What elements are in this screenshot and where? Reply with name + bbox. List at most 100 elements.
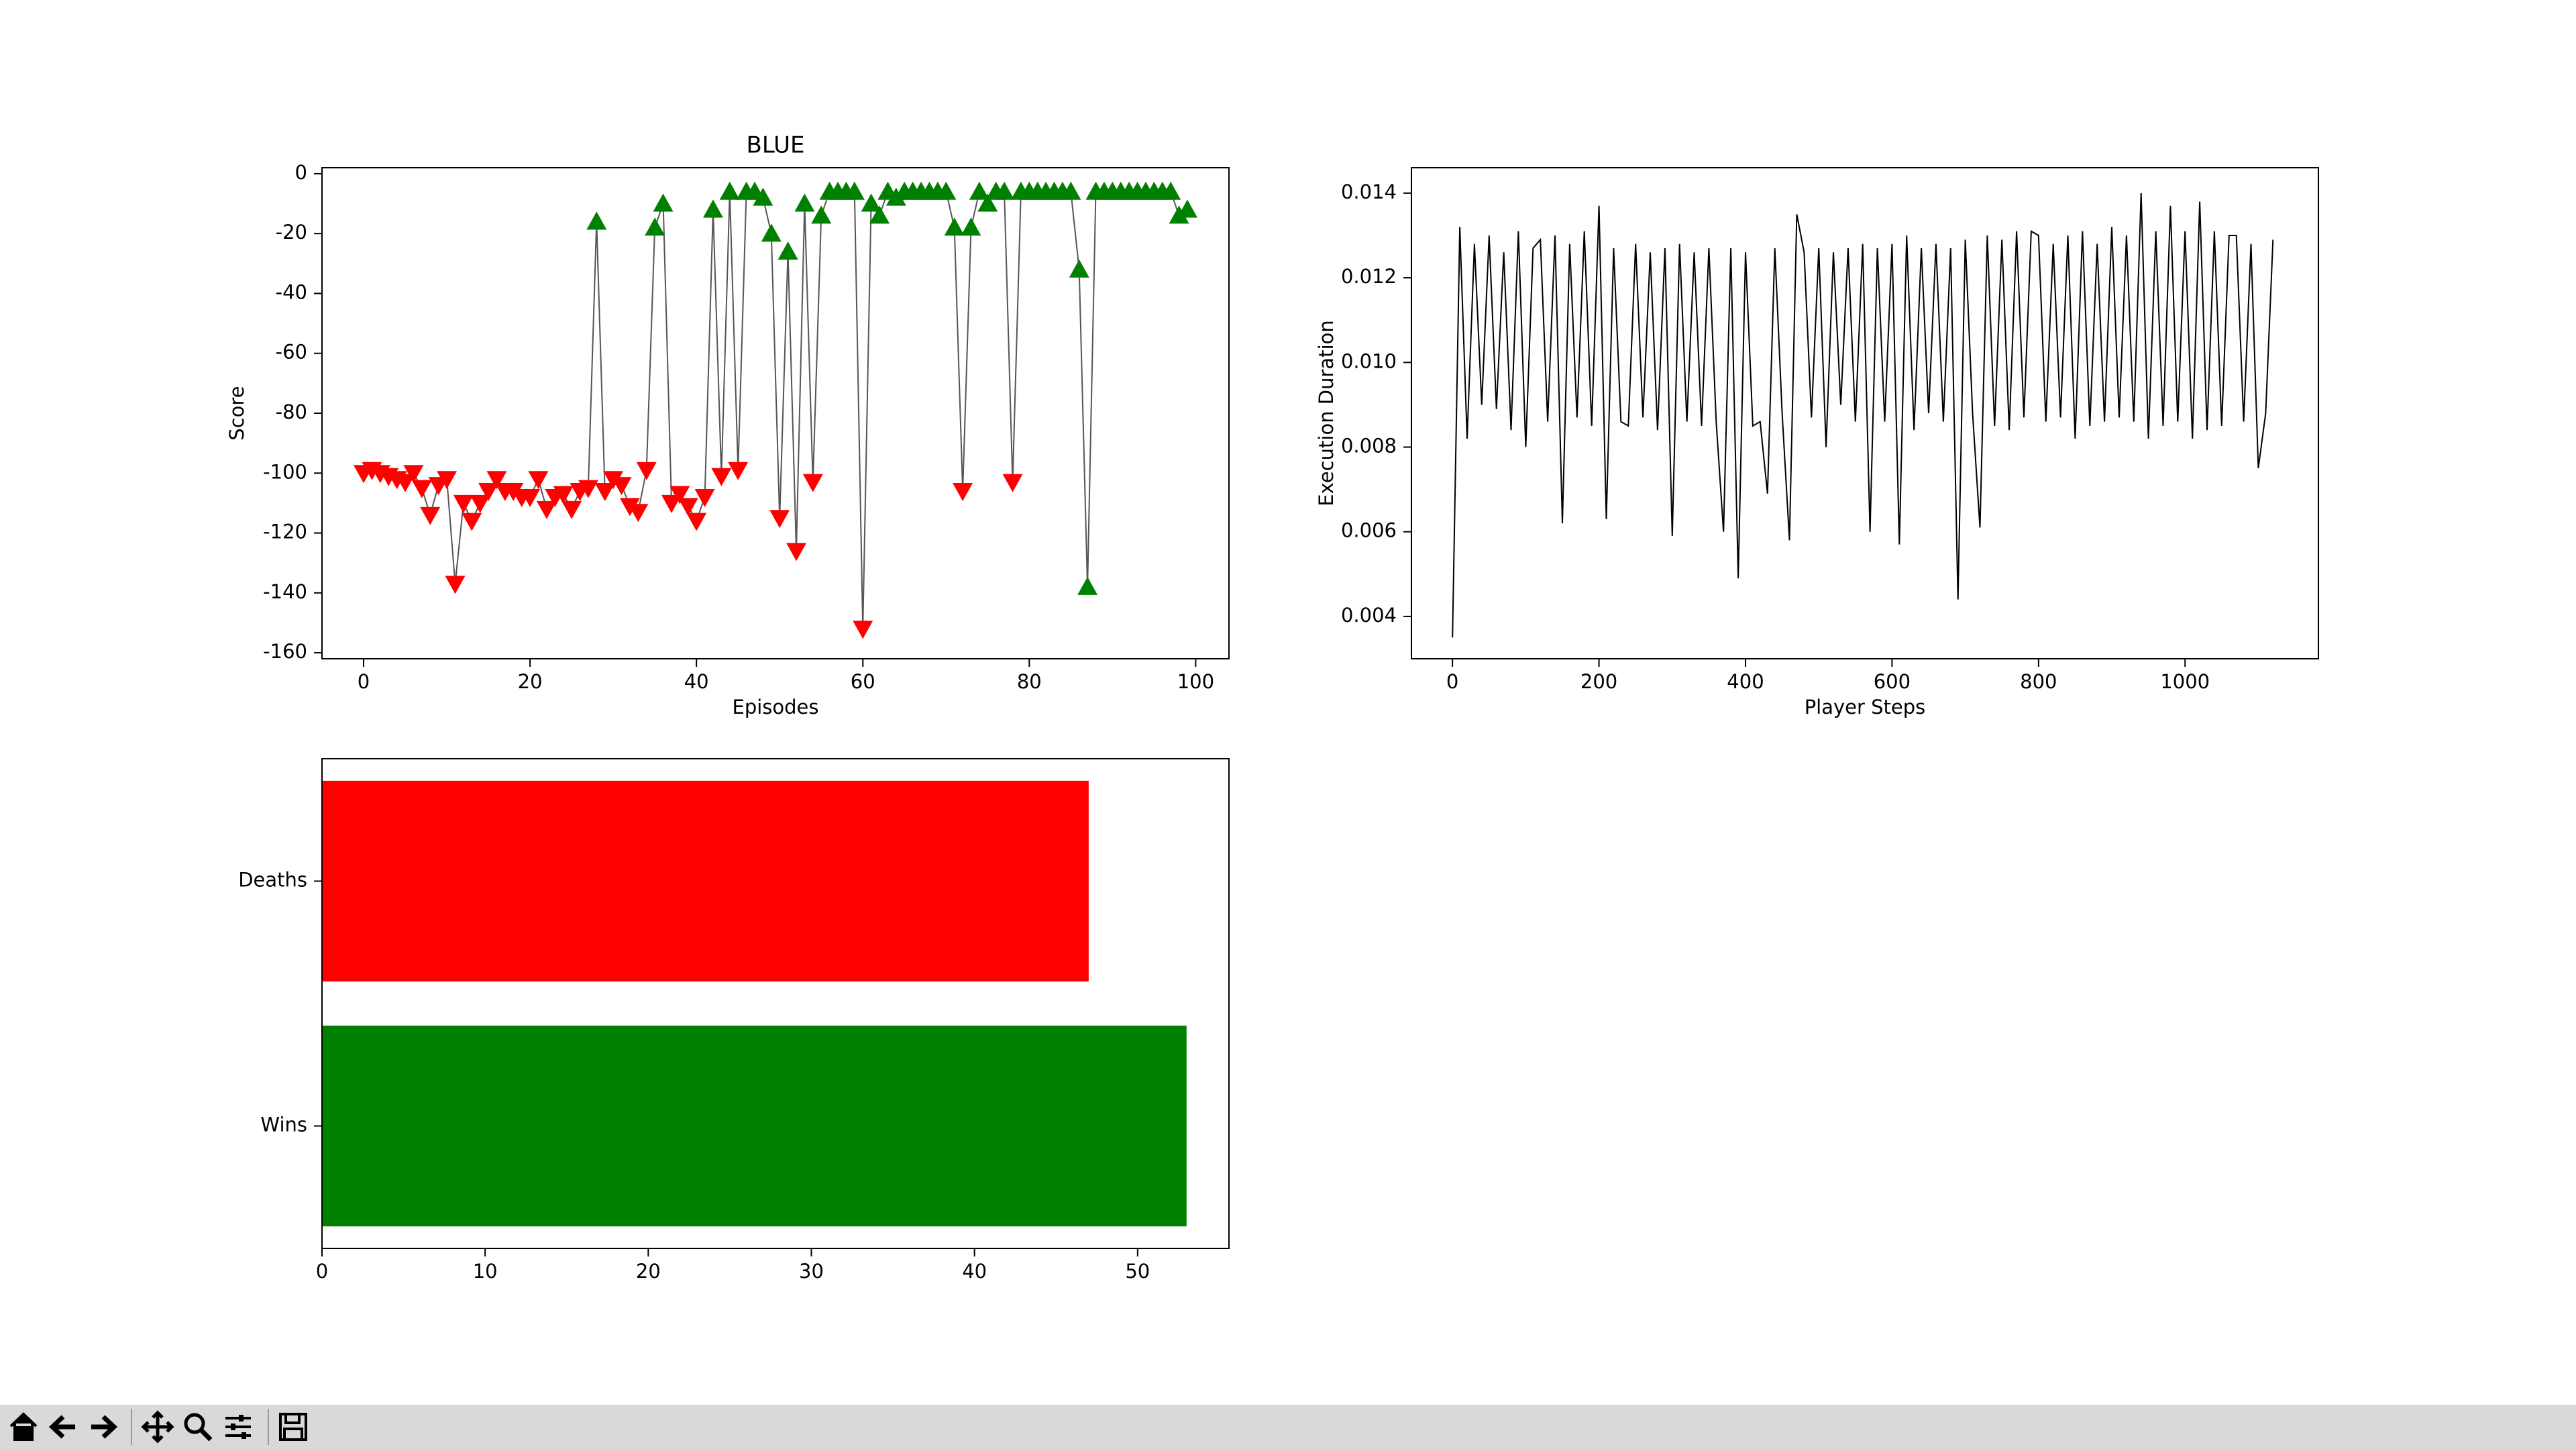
y-tick-label: 0.010 [1341,350,1397,372]
point-marker [462,513,482,531]
axes-frame [1411,167,2319,659]
point-marker [936,181,957,200]
point-marker [769,510,790,529]
point-marker [944,217,965,236]
y-tick-label: -20 [276,221,307,244]
point-marker [1069,259,1089,278]
bar [322,1025,1187,1227]
y-tick-label: 0.012 [1341,265,1397,288]
x-tick-label: 30 [799,1260,824,1283]
point-marker [869,205,890,224]
point-marker [1077,576,1098,595]
y-tick-label: -80 [276,400,307,423]
y-tick-label: -120 [263,521,307,543]
y-tick-label: -160 [263,640,307,663]
forward-button[interactable] [91,1415,118,1439]
home-button[interactable] [9,1412,38,1441]
point-marker [953,483,973,502]
x-tick-label: 20 [518,670,543,693]
y-tick-label: 0.008 [1341,434,1397,457]
point-marker [403,465,424,484]
point-marker [395,474,416,492]
point-marker [1177,199,1197,218]
point-marker [678,498,698,517]
point-marker [470,494,490,513]
y-tick-label: -140 [263,580,307,603]
x-axis-label: Episodes [733,696,819,718]
point-marker [994,181,1015,200]
x-tick-label: 50 [1125,1260,1150,1283]
axes-frame [321,758,1230,1249]
y-tick-label: 0.004 [1341,604,1397,627]
point-marker [645,217,665,236]
point-marker [586,211,607,230]
y-axis-label: Execution Duration [1315,320,1338,506]
y-tick-label: Deaths [238,869,307,892]
point-marker [728,462,749,480]
point-marker [420,506,441,525]
x-tick-label: 0 [316,1260,328,1283]
point-marker [686,513,707,531]
point-marker [1161,181,1181,200]
back-button[interactable] [48,1415,75,1439]
point-marker [711,468,732,486]
point-marker [445,576,466,594]
point-marker [977,193,998,212]
toolbar-bg [0,1405,2576,1449]
x-tick-label: 600 [1874,670,1911,693]
point-marker [453,494,474,513]
point-marker [661,494,682,513]
x-tick-label: 20 [636,1260,661,1283]
y-tick-label: -40 [276,280,307,303]
point-marker [1061,181,1081,200]
x-tick-label: 200 [1580,670,1617,693]
y-tick-label: 0.006 [1341,519,1397,542]
x-tick-label: 800 [2020,670,2057,693]
point-marker [594,483,615,502]
x-tick-label: 1000 [2160,670,2210,693]
point-marker [520,488,541,507]
point-marker [794,193,815,212]
x-tick-label: 10 [473,1260,498,1283]
x-tick-label: 60 [851,670,875,693]
toolbar [0,1405,2576,1449]
zoom-button[interactable] [184,1413,213,1442]
save-button[interactable] [279,1413,307,1441]
x-axis-label: Player Steps [1805,696,1926,718]
point-marker [553,486,574,504]
point-marker [761,223,782,242]
x-tick-label: 400 [1727,670,1764,693]
point-marker [753,187,773,206]
y-tick-label: Wins [260,1114,307,1136]
point-marker [811,205,832,224]
point-marker [636,462,657,480]
point-marker [719,181,740,200]
x-tick-label: 0 [1446,670,1458,693]
point-marker [702,199,723,218]
point-marker [861,193,881,212]
configure-button[interactable] [225,1415,251,1439]
point-marker [611,477,632,496]
point-marker [1002,474,1023,492]
pan-button[interactable] [141,1410,174,1444]
point-marker [411,480,432,498]
data-line [1452,193,2274,638]
y-tick-label: 0.014 [1341,180,1397,203]
point-marker [786,543,807,561]
point-marker [802,474,823,492]
x-tick-label: 40 [684,670,709,693]
point-marker [961,217,981,236]
point-marker [536,500,557,519]
point-marker [969,181,989,200]
bar [322,780,1089,982]
x-tick-label: 40 [962,1260,987,1283]
point-marker [853,621,873,639]
y-tick-label: 0 [295,161,307,184]
point-marker [486,471,507,490]
point-marker [528,471,549,490]
point-marker [437,471,458,490]
point-marker [844,181,865,200]
point-marker [669,486,690,504]
